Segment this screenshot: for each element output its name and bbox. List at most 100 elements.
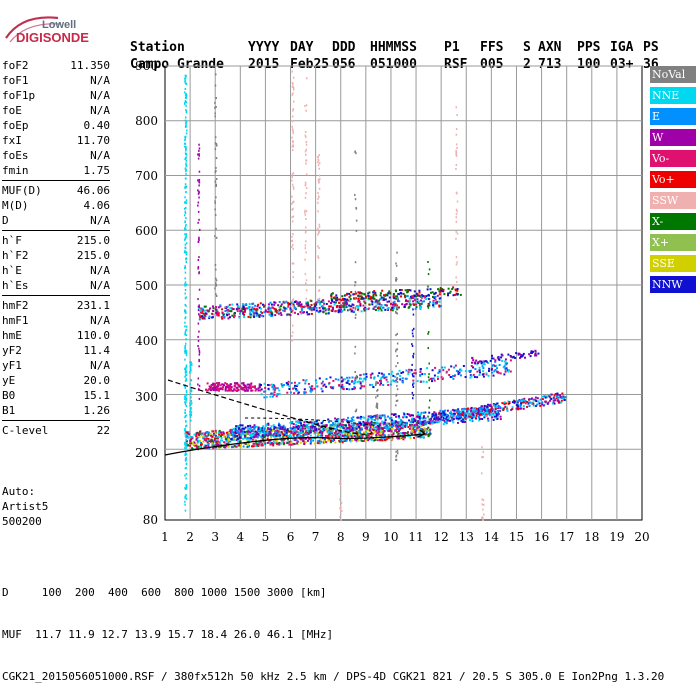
parameter-name: B0: [2, 389, 16, 402]
ionospheric-parameters-panel: foF2 11.350 foF1 N/A foF1p N/A foE N/A foEp 0.40 f…: [2, 58, 110, 438]
header-label: HHMMSS: [370, 40, 417, 55]
parameter-value: 1.75: [83, 164, 111, 177]
parameter-row: foF1 N/A: [2, 73, 110, 88]
legend-item: X-: [650, 213, 696, 230]
parameter-value: N/A: [90, 214, 110, 227]
parameter-row: fxI 11.70: [2, 133, 110, 148]
parameter-row: hmE 110.0: [2, 328, 110, 343]
parameter-value: 215.0: [76, 234, 110, 247]
svg-text:DIGISONDE: DIGISONDE: [16, 30, 89, 45]
x-tick-label: 3: [211, 530, 219, 544]
header-label: PPS: [577, 40, 601, 55]
legend-item: E: [650, 108, 696, 125]
header-value: 056: [332, 57, 356, 72]
station-header: Station YYYY DAY DDD HHMMSS P1 FFS S AXN PPS IGA PS…: [114, 20, 670, 78]
header-label: DAY: [290, 40, 314, 55]
parameter-row: foEs N/A: [2, 148, 110, 163]
parameter-name: yE: [2, 374, 16, 387]
y-tick-label: 80: [143, 513, 158, 527]
parameter-value: 22: [96, 424, 110, 437]
parameter-value: N/A: [90, 74, 110, 87]
x-tick-label: 18: [584, 530, 599, 544]
parameter-value: 46.06: [76, 184, 110, 197]
x-tick-label: 8: [337, 530, 345, 544]
parameter-row: yF1 N/A: [2, 358, 110, 373]
autoscaling-version: 500200: [2, 515, 42, 528]
header-value: 713: [538, 57, 561, 72]
y-tick-label: 900: [135, 59, 158, 73]
muf-row: MUF 11.7 11.9 12.7 13.9 15.7 18.4 26.0 4…: [2, 628, 334, 641]
legend-item: SSE: [650, 255, 696, 272]
y-tick-label: 700: [135, 169, 158, 183]
parameter-value: 0.40: [83, 119, 111, 132]
header-value: RSF: [444, 57, 468, 72]
parameter-name: D: [2, 214, 9, 227]
parameter-name: hmF2: [2, 299, 29, 312]
virtual-height-trace: [244, 417, 381, 427]
parameter-separator: [2, 230, 110, 231]
polarization-legend: NoVal NNE E W Vo- Vo+ SSW X- X+ SSE NNW: [650, 66, 696, 297]
header-label: YYYY: [248, 40, 279, 55]
y-tick-label: 600: [135, 224, 158, 238]
x-tick-label: 11: [408, 530, 423, 544]
parameter-row: h`E N/A: [2, 263, 110, 278]
parameter-value: N/A: [90, 149, 110, 162]
parameter-value: 11.4: [83, 344, 111, 357]
legend-item: Vo+: [650, 171, 696, 188]
parameter-name: yF1: [2, 359, 22, 372]
header-value: 03+: [610, 57, 634, 72]
parameter-value: 1.26: [83, 404, 111, 417]
parameter-name: M(D): [2, 199, 29, 212]
header-value: Feb25: [290, 57, 329, 72]
parameter-value: N/A: [90, 314, 110, 327]
header-label: DDD: [332, 40, 356, 55]
header-value: 051000: [370, 57, 417, 72]
header-label: S: [523, 40, 531, 55]
x-tick-label: 1: [161, 530, 169, 544]
header-value: Campo Grande: [130, 57, 224, 72]
y-tick-label: 500: [135, 279, 158, 293]
x-tick-label: 9: [362, 530, 370, 544]
svg-text:Lowell: Lowell: [42, 19, 76, 31]
parameter-separator: [2, 420, 110, 421]
x-tick-label: 12: [434, 530, 449, 544]
virtual-height-trace: [167, 379, 373, 435]
x-tick-label: 10: [383, 530, 398, 544]
legend-item: NNW: [650, 276, 696, 293]
header-label: Station: [130, 40, 185, 55]
autoscaling-program: Artist5: [2, 500, 49, 513]
parameter-row: foEp 0.40: [2, 118, 110, 133]
y-tick-label: 200: [135, 446, 158, 460]
header-value: 005: [480, 57, 503, 72]
parameter-name: h`Es: [2, 279, 29, 292]
x-tick-label: 15: [509, 530, 524, 544]
profile-curve: [164, 433, 426, 456]
parameter-name: hmE: [2, 329, 22, 342]
parameter-value: 20.0: [83, 374, 111, 387]
parameter-name: fxI: [2, 134, 22, 147]
file-info-row: CGK21_2015056051000.RSF / 380fx512h 50 k…: [2, 670, 665, 683]
x-tick-label: 2: [186, 530, 194, 544]
header-value: 2: [523, 57, 531, 72]
parameter-value: 11.70: [76, 134, 110, 147]
parameter-row: C-level 22: [2, 423, 110, 438]
parameter-value: 215.0: [76, 249, 110, 262]
x-tick-label: 5: [262, 530, 270, 544]
parameter-value: N/A: [90, 89, 110, 102]
header-label: P1: [444, 40, 460, 55]
parameter-value: 110.0: [76, 329, 110, 342]
x-tick-label: 20: [634, 530, 649, 544]
parameter-name: foEp: [2, 119, 29, 132]
header-label: PS: [643, 40, 659, 55]
parameter-name: h`E: [2, 264, 22, 277]
parameter-name: B1: [2, 404, 16, 417]
parameter-separator: [2, 295, 110, 296]
parameter-row: hmF2 231.1: [2, 298, 110, 313]
parameter-name: foF1p: [2, 89, 36, 102]
parameter-name: C-level: [2, 424, 49, 437]
header-label: AXN: [538, 40, 562, 55]
x-tick-label: 16: [534, 530, 549, 544]
parameter-row: B1 1.26: [2, 403, 110, 418]
parameter-name: foEs: [2, 149, 29, 162]
parameter-row: yE 20.0: [2, 373, 110, 388]
